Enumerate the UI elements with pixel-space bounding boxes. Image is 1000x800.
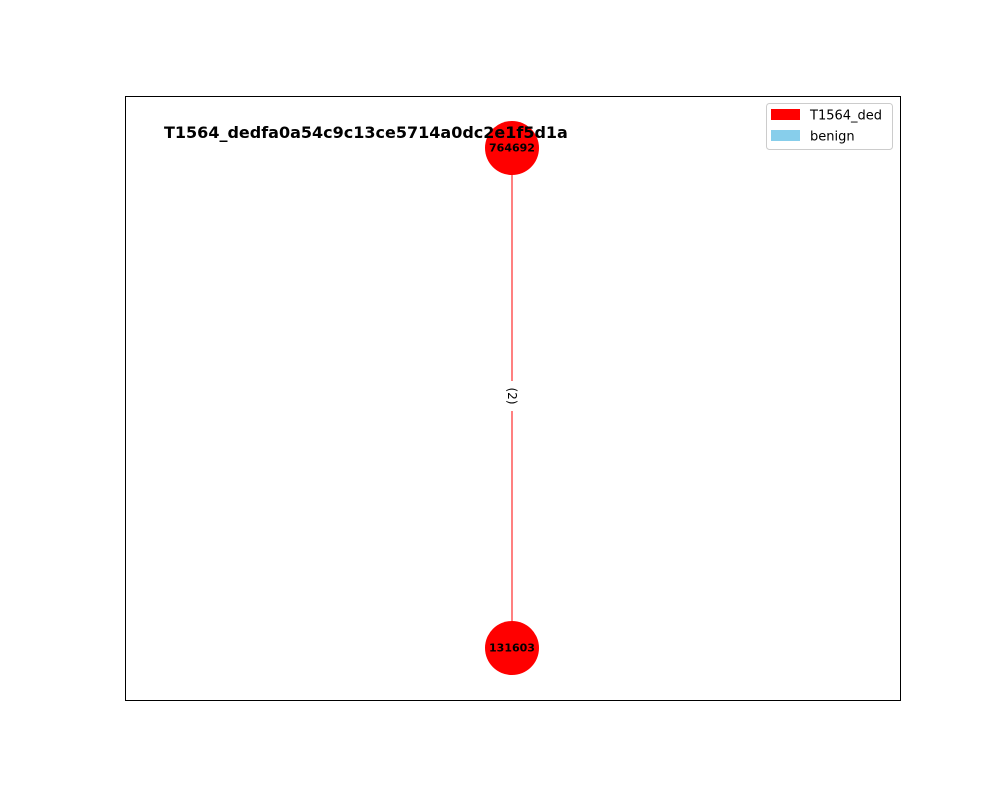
legend: T1564_ded benign	[766, 103, 893, 150]
legend-label-benign: benign	[810, 130, 855, 145]
node-label: 131603	[489, 642, 535, 655]
legend-swatch-benign	[771, 130, 800, 141]
node-label: 764692	[489, 142, 535, 155]
graph-node	[485, 121, 539, 175]
edge-label-background	[504, 381, 520, 411]
nodes-layer: 764692 131603	[485, 121, 539, 675]
graph-node	[485, 621, 539, 675]
legend-swatch-t1564	[771, 109, 800, 120]
legend-label-t1564: T1564_ded	[809, 109, 882, 124]
edges-layer: (2)	[504, 148, 520, 648]
graph-title: T1564_dedfa0a54c9c13ce5714a0dc2e1f5d1a	[164, 123, 568, 142]
edge-label: (2)	[505, 388, 519, 405]
